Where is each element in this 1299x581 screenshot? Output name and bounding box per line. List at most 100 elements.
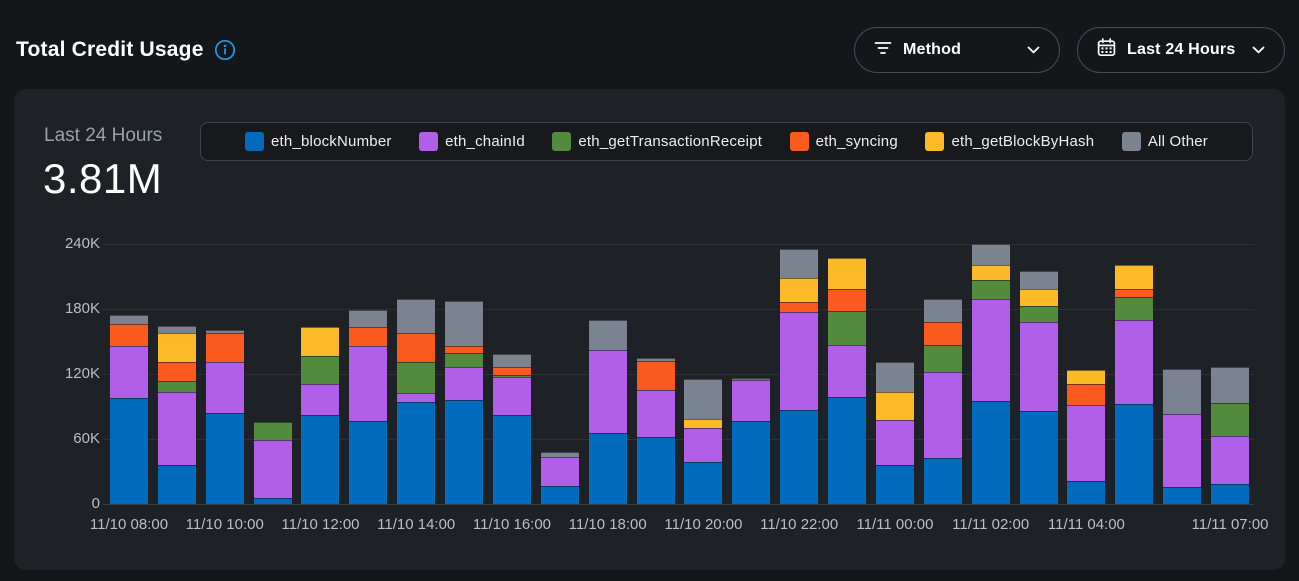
bar-segment[interactable] (540, 451, 579, 457)
bar-segment[interactable] (684, 427, 723, 463)
bar-11-11-06-00[interactable] (1163, 369, 1202, 504)
method-filter-dropdown[interactable]: Method (854, 27, 1060, 73)
bar-segment[interactable] (780, 278, 819, 303)
bar-segment[interactable] (1211, 436, 1249, 484)
info-icon[interactable] (214, 39, 236, 61)
bar-segment[interactable] (301, 356, 340, 385)
bar-segment[interactable] (205, 330, 244, 334)
bar-segment[interactable] (636, 389, 675, 438)
bar-11-10-16-00[interactable] (492, 354, 531, 504)
bar-segment[interactable] (780, 311, 819, 411)
bar-segment[interactable] (1019, 321, 1058, 412)
bar-segment[interactable] (971, 243, 1010, 266)
bar-segment[interactable] (1115, 320, 1154, 404)
bar-segment[interactable] (301, 384, 340, 415)
bar-segment[interactable] (110, 323, 148, 347)
bar-segment[interactable] (588, 320, 627, 350)
bar-segment[interactable] (780, 302, 819, 312)
bar-segment[interactable] (205, 361, 244, 413)
bar-segment[interactable] (923, 321, 962, 346)
bar-11-10-11-00[interactable] (253, 422, 292, 504)
legend-item[interactable]: eth_syncing (789, 132, 898, 151)
bar-segment[interactable] (349, 421, 388, 504)
bar-segment[interactable] (780, 410, 819, 504)
bar-segment[interactable] (828, 289, 867, 311)
bar-segment[interactable] (971, 400, 1010, 504)
bar-segment[interactable] (1067, 404, 1106, 481)
bar-segment[interactable] (492, 374, 531, 377)
bar-segment[interactable] (397, 361, 436, 394)
bar-segment[interactable] (492, 414, 531, 504)
bar-segment[interactable] (205, 412, 244, 504)
bar-11-11-02-00[interactable] (971, 243, 1010, 504)
bar-segment[interactable] (1211, 484, 1249, 504)
legend-item[interactable]: eth_blockNumber (245, 132, 392, 151)
bar-segment[interactable] (1163, 413, 1202, 488)
bar-segment[interactable] (205, 333, 244, 362)
bar-segment[interactable] (684, 419, 723, 428)
bar-segment[interactable] (875, 361, 914, 392)
bar-segment[interactable] (1115, 289, 1154, 297)
bar-segment[interactable] (253, 498, 292, 504)
bar-segment[interactable] (1163, 369, 1202, 414)
bar-segment[interactable] (1163, 487, 1202, 504)
bar-segment[interactable] (684, 462, 723, 504)
bar-11-11-00-00[interactable] (875, 361, 914, 504)
bar-segment[interactable] (875, 391, 914, 421)
bar-segment[interactable] (253, 439, 292, 499)
bar-segment[interactable] (1019, 289, 1058, 307)
bar-segment[interactable] (492, 367, 531, 375)
bar-segment[interactable] (397, 298, 436, 334)
bar-segment[interactable] (1019, 306, 1058, 322)
bar-segment[interactable] (349, 309, 388, 327)
bar-segment[interactable] (397, 401, 436, 504)
bar-11-10-09-00[interactable] (157, 325, 196, 504)
bar-segment[interactable] (445, 352, 484, 367)
bar-segment[interactable] (588, 349, 627, 434)
bar-segment[interactable] (1067, 384, 1106, 405)
bar-segment[interactable] (1115, 265, 1154, 290)
bar-11-10-22-00[interactable] (780, 248, 819, 504)
bar-segment[interactable] (923, 298, 962, 322)
bar-11-10-17-00[interactable] (540, 451, 579, 504)
bar-segment[interactable] (349, 326, 388, 347)
bar-segment[interactable] (1067, 480, 1106, 504)
bar-segment[interactable] (110, 346, 148, 399)
bar-segment[interactable] (445, 346, 484, 353)
bar-11-10-10-00[interactable] (205, 330, 244, 504)
bar-segment[interactable] (828, 257, 867, 290)
bar-segment[interactable] (1019, 270, 1058, 290)
bar-segment[interactable] (397, 333, 436, 362)
bar-segment[interactable] (971, 280, 1010, 299)
bar-11-10-12-00[interactable] (301, 326, 340, 504)
bar-segment[interactable] (157, 391, 196, 465)
bar-segment[interactable] (253, 422, 292, 440)
bar-segment[interactable] (157, 333, 196, 362)
bar-11-11-01-00[interactable] (923, 298, 962, 504)
bar-segment[interactable] (875, 420, 914, 465)
bar-segment[interactable] (1067, 370, 1106, 385)
bar-11-10-13-00[interactable] (349, 309, 388, 504)
bar-segment[interactable] (875, 464, 914, 504)
bar-segment[interactable] (732, 380, 771, 422)
bar-segment[interactable] (492, 354, 531, 368)
bar-segment[interactable] (397, 393, 436, 402)
bar-segment[interactable] (923, 345, 962, 373)
bar-11-10-19-00[interactable] (636, 358, 675, 504)
bar-segment[interactable] (828, 397, 867, 504)
bar-segment[interactable] (636, 437, 675, 504)
legend-item[interactable]: eth_getBlockByHash (925, 132, 1094, 151)
bar-segment[interactable] (301, 414, 340, 504)
bar-segment[interactable] (971, 265, 1010, 281)
bar-segment[interactable] (828, 310, 867, 346)
bar-segment[interactable] (1115, 296, 1154, 321)
bar-segment[interactable] (588, 433, 627, 504)
bar-segment[interactable] (301, 326, 340, 357)
bar-segment[interactable] (971, 298, 1010, 401)
bar-11-10-23-00[interactable] (828, 257, 867, 504)
bar-segment[interactable] (923, 372, 962, 458)
bar-segment[interactable] (445, 300, 484, 347)
bar-segment[interactable] (684, 378, 723, 420)
bar-segment[interactable] (157, 464, 196, 504)
legend-item[interactable]: eth_getTransactionReceipt (552, 132, 762, 151)
